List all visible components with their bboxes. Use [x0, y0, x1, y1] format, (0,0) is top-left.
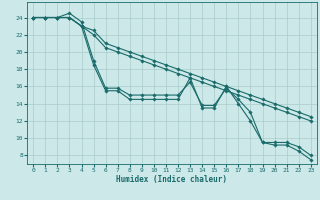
- X-axis label: Humidex (Indice chaleur): Humidex (Indice chaleur): [116, 175, 228, 184]
